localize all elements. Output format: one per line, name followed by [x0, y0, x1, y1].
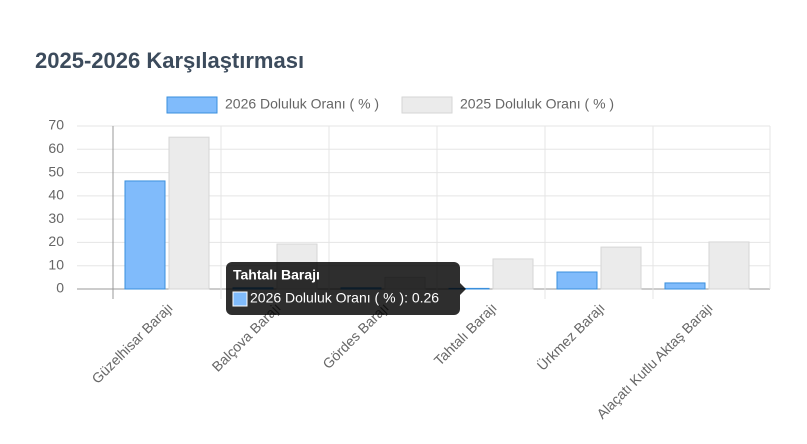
y-tick-label: 20 [48, 233, 64, 249]
tooltip: Tahtalı Barajı 2026 Doluluk Oranı ( % ): … [226, 262, 466, 315]
x-tick-label: Güzelhisar Barajı [88, 299, 175, 386]
bar [664, 282, 706, 290]
tooltip-box [226, 262, 460, 315]
y-tick-label: 10 [48, 256, 64, 272]
x-tick-label: Ürkmez Barajı [533, 299, 608, 374]
y-tick-label: 70 [48, 117, 64, 133]
bar [492, 258, 534, 290]
bar [708, 241, 750, 290]
tooltip-swatch [232, 291, 248, 307]
bar [556, 271, 598, 290]
legend-swatch [401, 96, 453, 114]
legend-label: 2026 Doluluk Oranı ( % ) [225, 96, 379, 112]
bar [124, 180, 166, 290]
bar [600, 246, 642, 290]
y-tick-label: 30 [48, 210, 64, 226]
y-tick-label: 50 [48, 163, 64, 179]
x-tick-label: Alaçatı Kutlu Aktaş Barajı [593, 299, 715, 421]
tooltip-title: Tahtalı Barajı [233, 267, 320, 283]
legend-label: 2025 Doluluk Oranı ( % ) [460, 96, 614, 112]
y-tick-label: 40 [48, 187, 64, 203]
tooltip-body: 2026 Doluluk Oranı ( % ): 0.26 [250, 290, 439, 306]
bar [168, 136, 210, 290]
legend-swatch [166, 96, 218, 114]
y-tick-label: 60 [48, 140, 64, 156]
chart-title: 2025-2026 Karşılaştırması [35, 48, 304, 73]
tooltip-caret [460, 283, 466, 295]
y-tick-label: 0 [56, 280, 64, 296]
